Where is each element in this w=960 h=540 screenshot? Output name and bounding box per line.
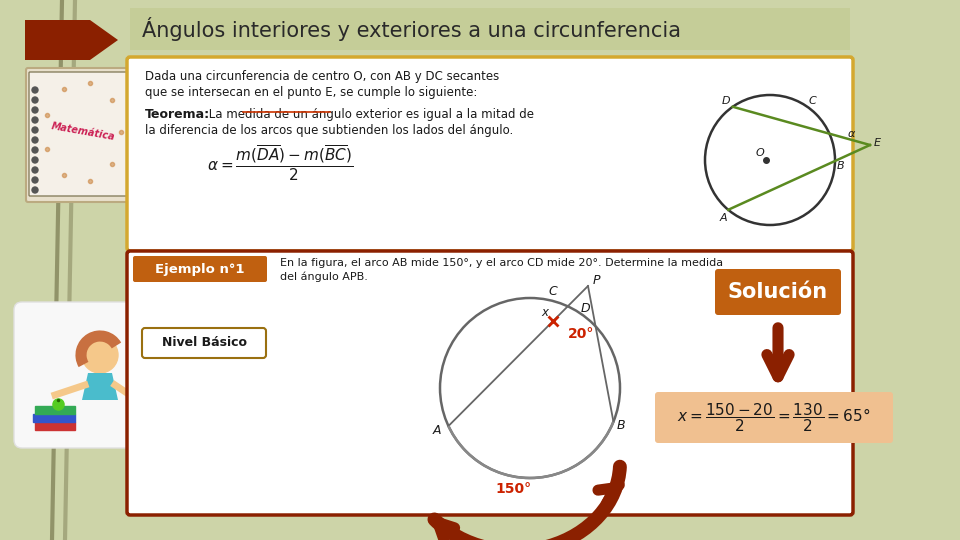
Text: D: D bbox=[721, 96, 730, 106]
FancyBboxPatch shape bbox=[133, 256, 267, 282]
Circle shape bbox=[32, 147, 38, 153]
Text: C: C bbox=[808, 96, 816, 106]
Text: la diferencia de los arcos que subtienden los lados del ángulo.: la diferencia de los arcos que subtiende… bbox=[145, 124, 514, 137]
Text: B: B bbox=[617, 419, 626, 432]
FancyBboxPatch shape bbox=[127, 57, 853, 251]
Circle shape bbox=[32, 87, 38, 93]
Circle shape bbox=[32, 187, 38, 193]
Text: Nivel Básico: Nivel Básico bbox=[161, 336, 247, 349]
FancyBboxPatch shape bbox=[130, 8, 850, 50]
Text: Solución: Solución bbox=[728, 282, 828, 302]
Text: En la figura, el arco AB mide 150°, y el arco CD mide 20°. Determine la medida: En la figura, el arco AB mide 150°, y el… bbox=[280, 258, 723, 268]
Circle shape bbox=[32, 107, 38, 113]
Text: Ejemplo n°1: Ejemplo n°1 bbox=[156, 262, 245, 275]
Text: Ángulos interiores y exteriores a una circunferencia: Ángulos interiores y exteriores a una ci… bbox=[142, 17, 681, 41]
Circle shape bbox=[82, 337, 118, 373]
Text: del ángulo APB.: del ángulo APB. bbox=[280, 272, 368, 282]
Text: α: α bbox=[848, 129, 855, 139]
Circle shape bbox=[32, 127, 38, 133]
Text: A: A bbox=[719, 213, 727, 223]
Text: x: x bbox=[541, 306, 548, 319]
FancyBboxPatch shape bbox=[655, 392, 893, 443]
FancyBboxPatch shape bbox=[715, 269, 841, 315]
Text: Matemática: Matemática bbox=[50, 122, 116, 143]
Text: La medida de un ángulo exterior es igual a la mitad de: La medida de un ángulo exterior es igual… bbox=[205, 108, 534, 121]
FancyBboxPatch shape bbox=[26, 68, 135, 202]
Circle shape bbox=[32, 157, 38, 163]
FancyBboxPatch shape bbox=[142, 328, 266, 358]
Circle shape bbox=[32, 97, 38, 103]
Bar bbox=[35, 406, 75, 414]
Text: B: B bbox=[837, 161, 845, 171]
Text: A: A bbox=[432, 423, 441, 436]
Text: D: D bbox=[580, 301, 589, 315]
Circle shape bbox=[32, 137, 38, 143]
Polygon shape bbox=[82, 373, 118, 400]
Text: P: P bbox=[592, 273, 600, 287]
Text: 20°: 20° bbox=[568, 327, 594, 341]
Text: Teorema:: Teorema: bbox=[145, 108, 210, 121]
Circle shape bbox=[32, 177, 38, 183]
Text: $\alpha = \dfrac{m(\overline{DA}) - m(\overline{BC})}{2}$: $\alpha = \dfrac{m(\overline{DA}) - m(\o… bbox=[206, 143, 353, 183]
Text: 150°: 150° bbox=[495, 482, 531, 496]
Circle shape bbox=[32, 117, 38, 123]
Circle shape bbox=[32, 167, 38, 173]
FancyBboxPatch shape bbox=[14, 302, 150, 448]
Text: E: E bbox=[874, 138, 880, 148]
Text: $x = \dfrac{150-20}{2} = \dfrac{130}{2} = 65°$: $x = \dfrac{150-20}{2} = \dfrac{130}{2} … bbox=[678, 402, 871, 434]
FancyBboxPatch shape bbox=[29, 72, 131, 196]
Bar bbox=[35, 422, 75, 430]
Text: C: C bbox=[548, 286, 557, 299]
Bar bbox=[33, 414, 75, 422]
Text: que se intersecan en el punto E, se cumple lo siguiente:: que se intersecan en el punto E, se cump… bbox=[145, 86, 477, 99]
Text: rep: rep bbox=[465, 76, 656, 184]
Text: O: O bbox=[756, 148, 765, 158]
Polygon shape bbox=[25, 20, 118, 60]
Text: Dada una circunferencia de centro O, con AB y DC secantes: Dada una circunferencia de centro O, con… bbox=[145, 70, 499, 83]
FancyBboxPatch shape bbox=[127, 251, 853, 515]
